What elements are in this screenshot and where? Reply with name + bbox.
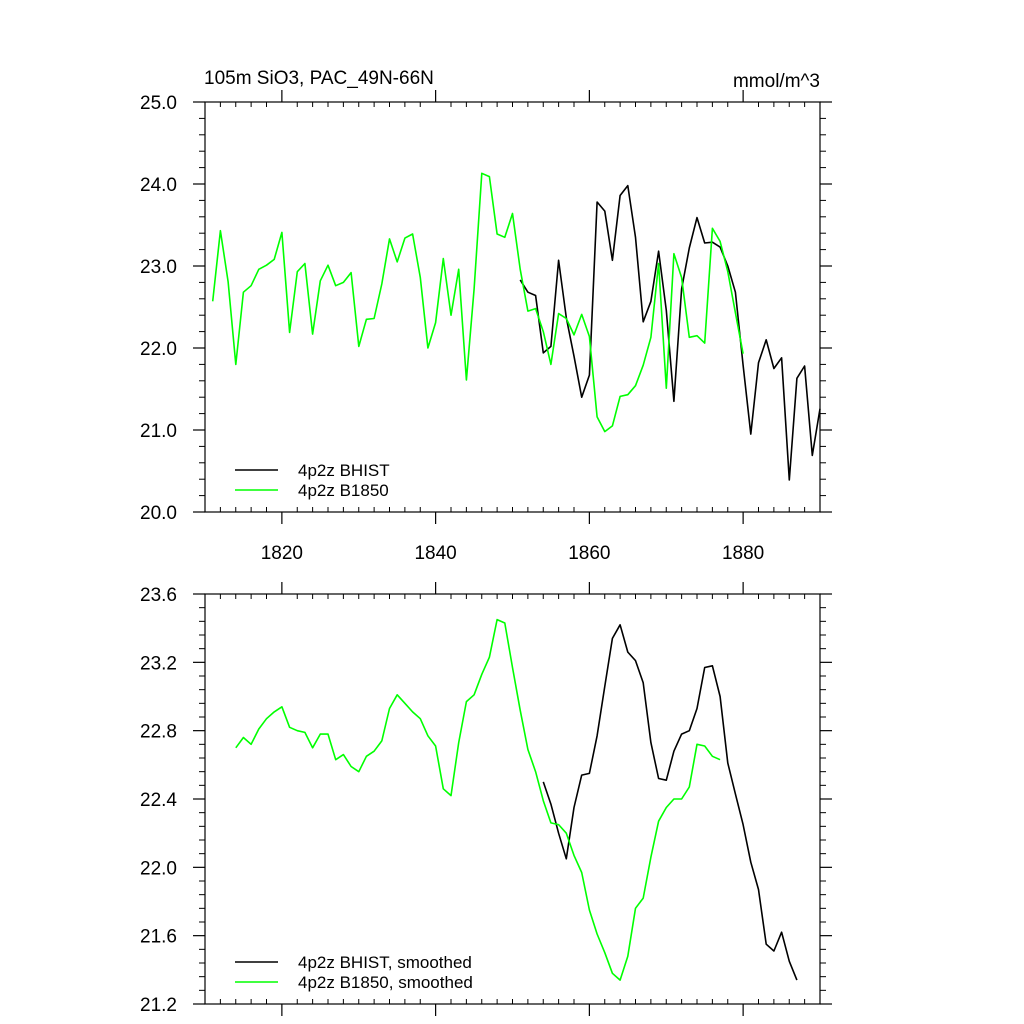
series-line-bhist [542, 623, 798, 981]
y-tick-label: 21.2 [140, 995, 177, 1016]
series-line-b1850 [211, 172, 744, 433]
y-tick-label: 22.4 [140, 790, 177, 811]
series-line-bhist [519, 184, 821, 481]
bottom-plot-frame [204, 593, 821, 1005]
y-tick-label: 23.2 [140, 653, 177, 674]
bottom-series [235, 618, 798, 981]
legend-label-bhist: 4p2z BHIST, smoothed [298, 953, 472, 972]
y-tick-label: 20.0 [140, 503, 177, 524]
legend-label-b1850: 4p2z B1850, smoothed [298, 973, 473, 992]
legend-label-bhist: 4p2z BHIST [298, 461, 390, 480]
top-ticks [193, 90, 832, 524]
y-tick-label: 23.0 [140, 257, 177, 278]
bottom-axes-box [204, 593, 821, 1005]
title-right: mmol/m^3 [733, 71, 820, 92]
top-axes-box [204, 101, 821, 513]
y-tick-label: 22.0 [140, 858, 177, 879]
y-tick-label: 21.6 [140, 927, 177, 948]
x-tick-label: 1820 [261, 543, 303, 564]
top-x-tick-labels: 1820 1840 1860 1880 [261, 543, 765, 564]
y-tick-label: 21.0 [140, 421, 177, 442]
bottom-panel: 21.2 21.6 22.0 22.4 22.8 23.2 23.6 4p2z BHIST,… [140, 582, 832, 1016]
x-tick-label: 1880 [722, 543, 764, 564]
y-tick-label: 22.8 [140, 722, 177, 743]
top-plot-frame [204, 101, 821, 513]
bottom-ticks [193, 582, 832, 1016]
y-tick-label: 22.0 [140, 339, 177, 360]
top-panel: 20.0 21.0 22.0 23.0 24.0 25.0 1820 1840 1860 188… [140, 90, 832, 564]
legend-label-b1850: 4p2z B1850 [298, 481, 389, 500]
title-left: 105m SiO3, PAC_49N-66N [204, 68, 434, 89]
y-tick-label: 24.0 [140, 175, 177, 196]
bottom-y-tick-labels: 21.2 21.6 22.0 22.4 22.8 23.2 23.6 [140, 585, 177, 1016]
top-y-tick-labels: 20.0 21.0 22.0 23.0 24.0 25.0 [140, 93, 177, 524]
x-tick-label: 1860 [568, 543, 610, 564]
top-series [211, 172, 821, 481]
y-tick-label: 25.0 [140, 93, 177, 114]
series-line-b1850 [235, 618, 721, 981]
x-tick-label: 1840 [414, 543, 456, 564]
y-tick-label: 23.6 [140, 585, 177, 606]
